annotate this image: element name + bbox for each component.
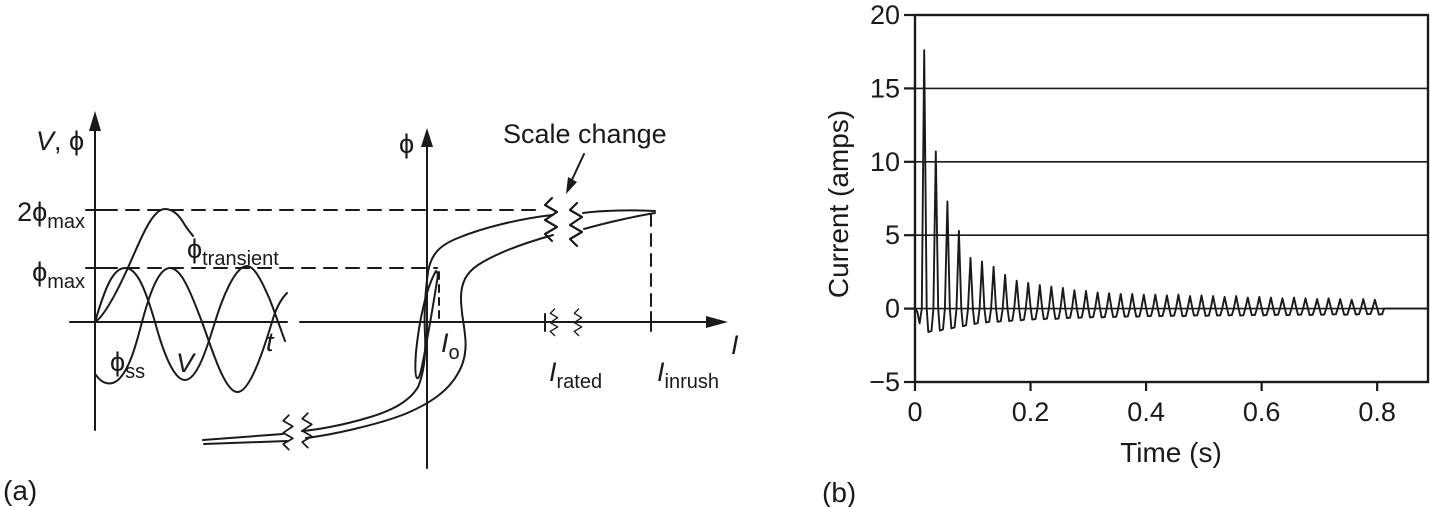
magnetization-current-axis-arrowhead [706, 316, 728, 328]
y-axis-title: Current (amps) [823, 110, 854, 298]
two-phi-max-tick-label: 2ϕmax [17, 197, 85, 233]
x-tick-label-0.8: 0.8 [1358, 397, 1396, 427]
time-axis-label: t [266, 327, 275, 357]
hysteresis-upper-branch [301, 214, 553, 432]
magnetization-flux-axis-arrowhead [421, 128, 433, 147]
hysteresis-lower-branch-right [583, 212, 656, 230]
flux-transient-curve [94, 207, 194, 323]
panel-a-caption: (a) [3, 475, 37, 506]
y-tick-label-5: 5 [885, 220, 900, 250]
minor-hysteresis-loop [414, 269, 439, 380]
flux-time-y-axis-arrowhead [89, 111, 101, 131]
x-tick-label-0.2: 0.2 [1012, 397, 1050, 427]
x-tick-label-0.4: 0.4 [1127, 397, 1165, 427]
scale-change-arrowhead [566, 177, 577, 194]
excitation-current-label: Io [441, 328, 460, 364]
scale-change-arrow-line [569, 153, 585, 185]
steady-state-flux-curve [95, 266, 288, 393]
inrush-current-waveform [914, 49, 1428, 334]
phi-max-tick-label: ϕmax [32, 257, 85, 293]
scale-change-note: Scale change [503, 119, 667, 149]
hysteresis-upper-branch-right [582, 209, 656, 214]
chart-plot-border [913, 13, 1430, 384]
break-mark-top-curve-2 [568, 201, 584, 248]
panel-b-caption: (b) [822, 477, 856, 507]
panel-a-diagram: V, ϕ 2ϕmax ϕmax ϕtransient ϕss V t (a) [3, 111, 739, 506]
chart-gridlines [915, 87, 1428, 310]
voltage-curve-label: V [176, 348, 197, 378]
y-tick-label--5: −5 [869, 367, 900, 397]
x-tick-label-0.6: 0.6 [1243, 397, 1281, 427]
inrush-current-label: Iinrush [657, 357, 719, 393]
y-tick-label-10: 10 [870, 147, 900, 177]
y-tick-label-15: 15 [870, 73, 900, 103]
transient-flux-label: ϕtransient [187, 234, 279, 270]
hysteresis-lower-branch [305, 234, 554, 439]
hysteresis-upper-branch-left [202, 433, 284, 441]
hysteresis-lower-branch-left [203, 440, 288, 445]
y-tick-label-20: 20 [870, 0, 900, 30]
y-tick-label-0: 0 [885, 294, 900, 324]
x-axis-title: Time (s) [1120, 437, 1222, 468]
voltage-curve [94, 264, 286, 382]
chart-ticks [904, 13, 1379, 391]
break-mark-bottom-curve-1 [282, 414, 294, 451]
flux-time-y-axis-label: V, ϕ [36, 126, 84, 156]
magnetization-current-axis-label: I [731, 330, 739, 360]
steady-state-flux-label: ϕss [110, 347, 145, 383]
x-tick-label-0: 0 [907, 397, 922, 427]
magnetization-flux-axis-label: ϕ [399, 129, 414, 159]
rated-current-label: Irated [549, 357, 602, 393]
